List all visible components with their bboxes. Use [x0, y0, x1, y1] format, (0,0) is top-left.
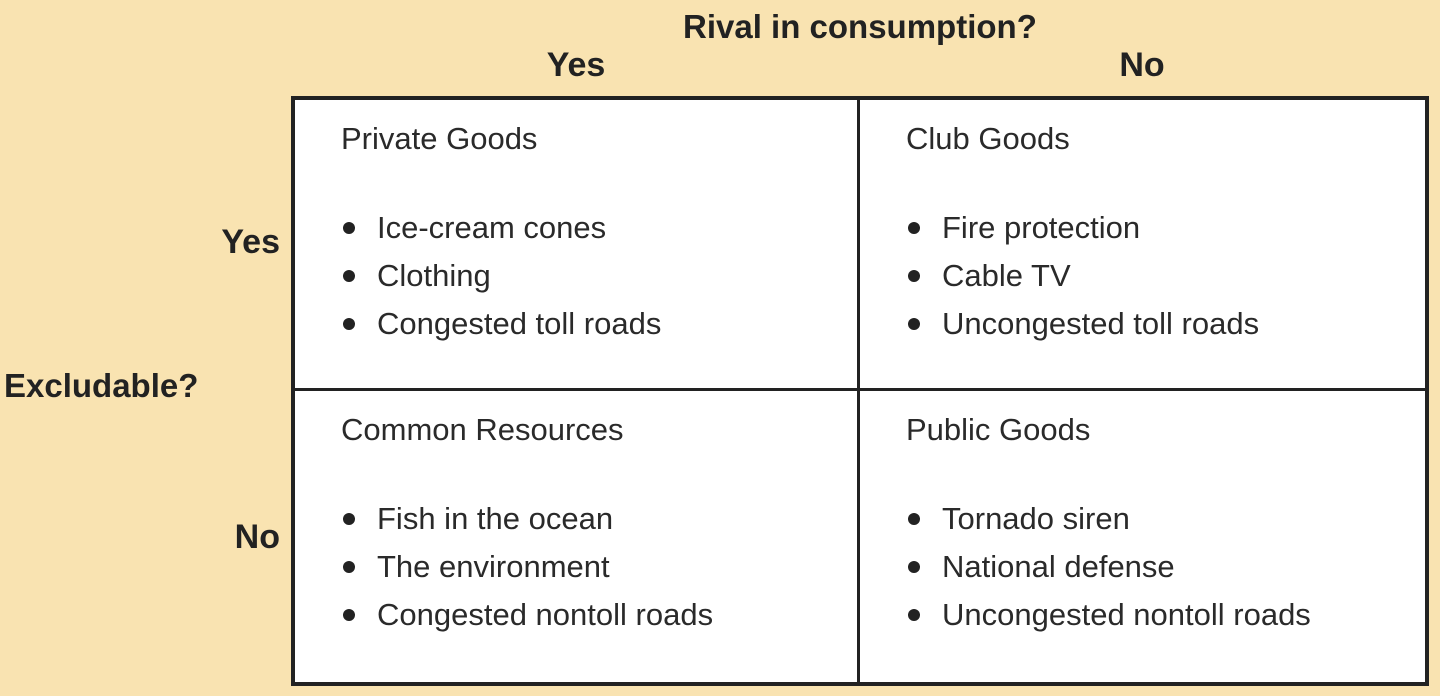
cell-title: Private Goods [341, 121, 538, 156]
row-header-yes: Yes [221, 223, 280, 261]
bullet-icon [343, 609, 355, 621]
list-item-text: Congested nontoll roads [377, 597, 714, 632]
cell-club-goods: Club Goods Fire protection Cable TV Unco… [860, 100, 1425, 391]
list-item: Cable TV [906, 252, 1405, 300]
column-header-yes: Yes [546, 46, 606, 84]
list-item: Tornado siren [906, 495, 1405, 543]
list-item-text: National defense [942, 549, 1175, 584]
list-item-text: Uncongested nontoll roads [942, 597, 1311, 632]
list-item: Fish in the ocean [341, 495, 837, 543]
list-item: Congested toll roads [341, 300, 837, 348]
list-item-text: The environment [377, 549, 610, 584]
bullet-icon [343, 561, 355, 573]
list-item: Uncongested toll roads [906, 300, 1405, 348]
bullet-icon [908, 609, 920, 621]
cell-private-goods: Private Goods Ice-cream cones Clothing C… [295, 100, 860, 391]
bullet-icon [908, 513, 920, 525]
example-list: Tornado siren National defense Uncongest… [906, 495, 1405, 639]
list-item: The environment [341, 543, 837, 591]
bullet-icon [908, 270, 920, 282]
example-list: Fish in the ocean The environment Conges… [341, 495, 837, 639]
list-item: Ice-cream cones [341, 204, 837, 252]
example-list: Ice-cream cones Clothing Congested toll … [341, 204, 837, 348]
list-item-text: Tornado siren [942, 501, 1130, 536]
bullet-icon [343, 270, 355, 282]
list-item: National defense [906, 543, 1405, 591]
goods-matrix: Private Goods Ice-cream cones Clothing C… [291, 96, 1429, 686]
list-item: Clothing [341, 252, 837, 300]
list-item-text: Fire protection [942, 210, 1141, 245]
cell-title: Club Goods [906, 121, 1070, 156]
list-item-text: Fish in the ocean [377, 501, 614, 536]
bullet-icon [908, 561, 920, 573]
list-item-text: Cable TV [942, 258, 1071, 293]
cell-common-resources: Common Resources Fish in the ocean The e… [295, 391, 860, 682]
list-item-text: Clothing [377, 258, 491, 293]
bullet-icon [343, 513, 355, 525]
list-item: Congested nontoll roads [341, 591, 837, 639]
bullet-icon [343, 318, 355, 330]
cell-title: Public Goods [906, 412, 1091, 447]
bullet-icon [908, 222, 920, 234]
list-item: Uncongested nontoll roads [906, 591, 1405, 639]
rival-in-consumption-label: Rival in consumption? [683, 8, 1037, 45]
row-header-no: No [234, 518, 280, 556]
cell-title: Common Resources [341, 412, 624, 447]
column-header-no: No [1119, 46, 1165, 84]
bullet-icon [908, 318, 920, 330]
list-item-text: Ice-cream cones [377, 210, 607, 245]
excludable-label: Excludable? [4, 367, 199, 404]
list-item-text: Congested toll roads [377, 306, 662, 341]
cell-public-goods: Public Goods Tornado siren National defe… [860, 391, 1425, 682]
bullet-icon [343, 222, 355, 234]
list-item: Fire protection [906, 204, 1405, 252]
example-list: Fire protection Cable TV Uncongested tol… [906, 204, 1405, 348]
list-item-text: Uncongested toll roads [942, 306, 1260, 341]
